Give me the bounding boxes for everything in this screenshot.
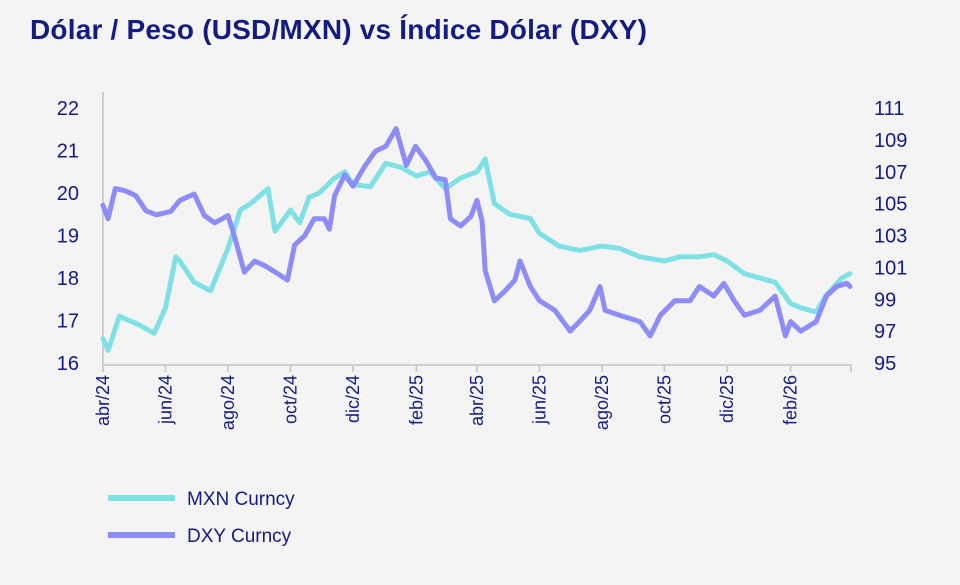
legend-label: DXY Curncy [187,526,292,547]
x-tick-label: abr/24 [93,375,113,426]
chart-title: Dólar / Peso (USD/MXN) vs Índice Dólar (… [30,14,648,45]
x-tick-label: abr/25 [467,375,487,426]
x-tick-label: oct/25 [655,375,675,424]
x-tick-label: feb/25 [407,375,427,425]
y-left-tick-label: 19 [57,226,79,248]
y-right-tick-label: 95 [874,353,896,375]
y-right-tick-label: 105 [874,194,907,216]
y-left-tick-label: 18 [57,268,79,290]
series-line-dxy-curncy [100,126,853,339]
x-tick-label: oct/24 [281,375,301,424]
y-right-tick-label: 109 [874,130,907,152]
y-right-tick-label: 99 [874,289,896,311]
y-right-tick-label: 101 [874,257,907,279]
y-left-tick-label: 21 [57,141,79,163]
y-left-tick-label: 16 [57,353,79,375]
y-right-tick-label: 103 [874,226,907,248]
y-left-tick-label: 17 [57,311,79,333]
y-right-tick-label: 111 [874,98,904,120]
y-right-tick-label: 107 [874,162,907,184]
x-tick-label: dic/24 [343,375,363,423]
x-tick-label: jun/25 [530,375,550,425]
x-tick-label: ago/25 [592,375,612,430]
y-left-tick-label: 20 [57,183,79,205]
y-right-tick-label: 97 [874,321,896,343]
series-line-mxn-curncy [100,156,853,353]
x-tick-label: jun/24 [156,375,176,425]
legend-label: MXN Curncy [187,489,295,510]
y-left-tick-label: 22 [57,98,79,120]
x-tick-label: feb/26 [781,375,801,425]
x-tick-label: dic/25 [717,375,737,423]
x-tick-label: ago/24 [218,375,238,430]
